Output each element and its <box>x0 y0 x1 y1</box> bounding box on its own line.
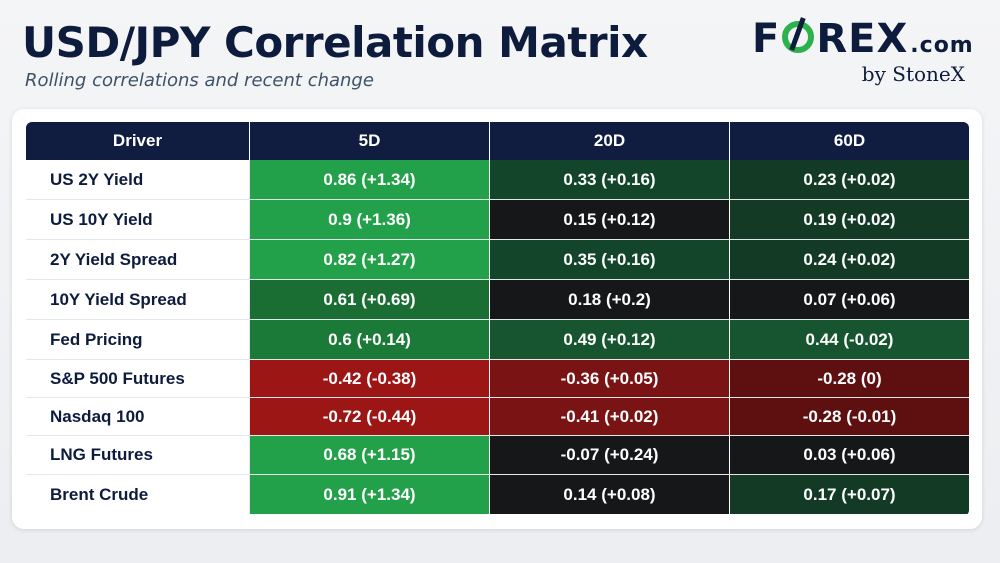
table-row: US 2Y Yield 0.86 (+1.34) 0.33 (+0.16) 0.23 … <box>26 160 969 200</box>
table-row: 10Y Yield Spread 0.61 (+0.69) 0.18 (+0.2) 0… <box>26 280 969 320</box>
column-header-driver: Driver <box>26 122 250 160</box>
logo-letter-f: F <box>752 16 781 62</box>
correlation-cell: 0.61 (+0.69) <box>250 280 490 319</box>
correlation-cell: 0.9 (+1.36) <box>250 200 490 239</box>
table-row: Fed Pricing 0.6 (+0.14) 0.49 (+0.12) 0.44 (… <box>26 320 969 360</box>
correlation-cell: 0.33 (+0.16) <box>490 160 730 199</box>
page-subtitle: Rolling correlations and recent change <box>25 70 374 91</box>
page-title: USD/JPY Correlation Matrix <box>22 18 648 67</box>
logo-tld: .com <box>910 33 974 58</box>
logo-byline: by StoneX <box>861 62 965 86</box>
table-header-row: Driver 5D 20D 60D <box>26 122 969 160</box>
table-row: LNG Futures 0.68 (+1.15) -0.07 (+0.24) 0.03… <box>26 436 969 475</box>
driver-cell: Brent Crude <box>26 475 250 514</box>
driver-cell: US 2Y Yield <box>26 160 250 199</box>
logo-o-icon <box>782 21 815 53</box>
driver-cell: Nasdaq 100 <box>26 398 250 435</box>
driver-cell: 2Y Yield Spread <box>26 240 250 279</box>
correlation-cell: -0.36 (+0.05) <box>490 360 730 397</box>
correlation-cell: 0.14 (+0.08) <box>490 475 730 514</box>
correlation-cell: 0.49 (+0.12) <box>490 320 730 359</box>
driver-cell: 10Y Yield Spread <box>26 280 250 319</box>
driver-cell: S&P 500 Futures <box>26 360 250 397</box>
correlation-cell: 0.07 (+0.06) <box>730 280 969 319</box>
correlation-cell: 0.18 (+0.2) <box>490 280 730 319</box>
correlation-cell: 0.17 (+0.07) <box>730 475 969 514</box>
correlation-cell: 0.03 (+0.06) <box>730 436 969 474</box>
correlation-cell: 0.35 (+0.16) <box>490 240 730 279</box>
correlation-cell: -0.42 (-0.38) <box>250 360 490 397</box>
driver-cell: LNG Futures <box>26 436 250 474</box>
correlation-cell: 0.82 (+1.27) <box>250 240 490 279</box>
column-header-60d: 60D <box>730 122 969 160</box>
driver-cell: Fed Pricing <box>26 320 250 359</box>
correlation-cell: 0.24 (+0.02) <box>730 240 969 279</box>
table-row: S&P 500 Futures -0.42 (-0.38) -0.36 (+0.05… <box>26 360 969 398</box>
correlation-cell: 0.23 (+0.02) <box>730 160 969 199</box>
driver-cell: US 10Y Yield <box>26 200 250 239</box>
correlation-cell: -0.28 (0) <box>730 360 969 397</box>
correlation-cell: 0.6 (+0.14) <box>250 320 490 359</box>
forex-logo: F REX .com by StoneX <box>752 16 973 91</box>
correlation-cell: 0.44 (-0.02) <box>730 320 969 359</box>
table-row: 2Y Yield Spread 0.82 (+1.27) 0.35 (+0.16) 0… <box>26 240 969 280</box>
correlation-cell: -0.28 (-0.01) <box>730 398 969 435</box>
logo-wordmark: F REX .com <box>752 16 974 62</box>
table-body: US 2Y Yield 0.86 (+1.34) 0.33 (+0.16) 0.23 … <box>26 160 969 514</box>
correlation-cell: -0.07 (+0.24) <box>490 436 730 474</box>
correlation-cell: 0.91 (+1.34) <box>250 475 490 514</box>
correlation-cell: 0.15 (+0.12) <box>490 200 730 239</box>
correlation-cell: 0.19 (+0.02) <box>730 200 969 239</box>
correlation-cell: 0.68 (+1.15) <box>250 436 490 474</box>
table-row: Nasdaq 100 -0.72 (-0.44) -0.41 (+0.02) -0.2… <box>26 398 969 436</box>
table-row: Brent Crude 0.91 (+1.34) 0.14 (+0.08) 0.17 … <box>26 475 969 514</box>
column-header-5d: 5D <box>250 122 490 160</box>
correlation-table: Driver 5D 20D 60D US 2Y Yield 0.86 (+1.34… <box>26 122 969 516</box>
correlation-cell: -0.72 (-0.44) <box>250 398 490 435</box>
correlation-cell: 0.86 (+1.34) <box>250 160 490 199</box>
table-row: US 10Y Yield 0.9 (+1.36) 0.15 (+0.12) 0.19 … <box>26 200 969 240</box>
correlation-cell: -0.41 (+0.02) <box>490 398 730 435</box>
logo-letters-rex: REX <box>816 16 909 62</box>
column-header-20d: 20D <box>490 122 730 160</box>
